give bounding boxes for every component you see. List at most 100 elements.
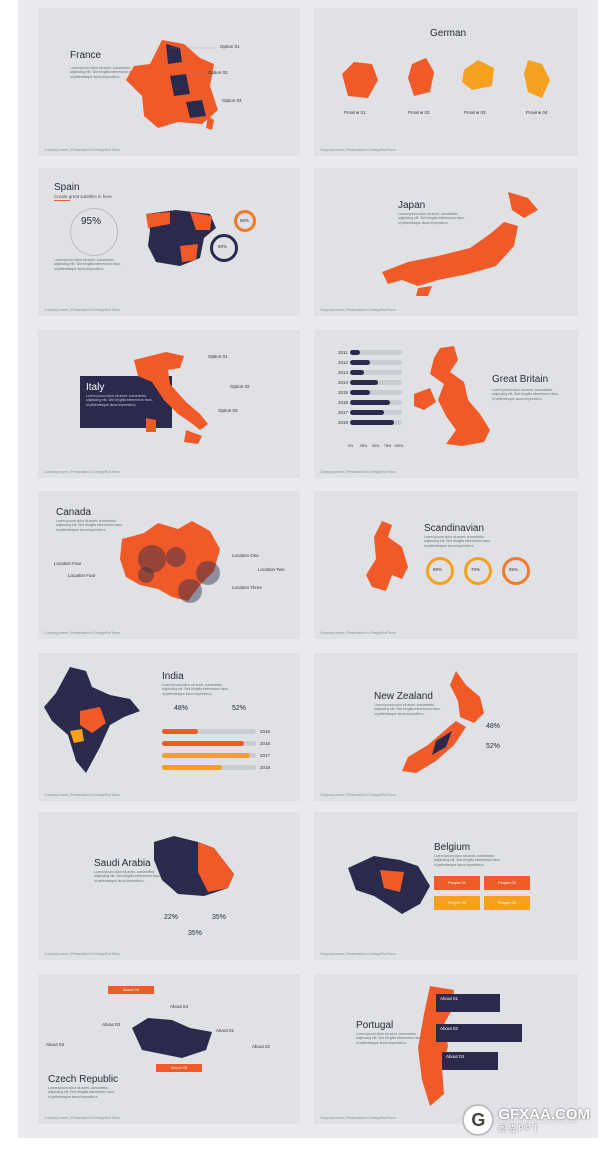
slide-title: Japan <box>398 200 426 211</box>
slide-belgium[interactable]: Belgium Lorem ipsum dolor sit amet, cons… <box>314 812 578 960</box>
slide-title: Great Britain <box>492 374 549 385</box>
slide-footer: Company name | Presentation to DesignRun… <box>320 148 396 152</box>
watermark-site: GFXAA.COM <box>498 1106 590 1123</box>
portugal-map <box>418 986 454 1106</box>
bar-track <box>350 360 402 365</box>
watermark: G GFXAA.COM 图克PPT <box>462 1104 590 1136</box>
slide-footer: Company name | Presentation to DesignRun… <box>320 308 396 312</box>
slide-footer: Company name | Presentation to DesignRun… <box>320 952 396 956</box>
location-label: Location One <box>232 553 259 558</box>
subtitle-underline <box>54 200 70 201</box>
progress-ring-50 <box>234 210 256 232</box>
slide-title: Canada <box>56 507 92 518</box>
slide-japan[interactable]: Japan Lorem ipsum dolor sit amet, consec… <box>314 168 578 316</box>
bar-fill <box>162 729 198 734</box>
bar-fill <box>350 370 364 375</box>
option-label: Option 02 <box>230 384 250 389</box>
slide-body-text: Lorem ipsum dolor sit amet, consectetur … <box>70 66 137 79</box>
year-label: 2015 <box>338 390 349 395</box>
province-label: Provine 03 <box>464 110 486 115</box>
axis-label: 0% <box>348 444 354 448</box>
pct-circle <box>70 208 118 256</box>
india-map <box>44 667 140 773</box>
bar-fill <box>350 410 384 415</box>
option-label: Option 01 <box>220 44 240 49</box>
bar-track <box>350 390 402 395</box>
slide-title: Portugal <box>356 1020 394 1031</box>
pct-label: 35% <box>212 914 227 921</box>
year-label: 2012 <box>338 360 349 365</box>
german-provinces <box>342 58 550 98</box>
france-connector-lines <box>170 47 216 101</box>
option-label: Option 03 <box>222 98 242 103</box>
pct-label: 22% <box>164 914 179 921</box>
slide-italy[interactable]: Italy Lorem ipsum dolor sit amet, consec… <box>38 330 300 478</box>
bar-fill <box>162 741 244 746</box>
france-map <box>126 40 218 130</box>
slide-body-text: Lorem ipsum dolor sit amet, consectetur … <box>48 1086 115 1099</box>
saudi-arabia-map <box>154 836 234 896</box>
axis-label: 25% <box>360 444 368 448</box>
bar-track <box>350 350 402 355</box>
new-zealand-map <box>402 671 484 773</box>
pct-main: 95% <box>81 216 102 227</box>
people-box: People 03 <box>434 896 480 910</box>
year-label: 2017 <box>260 753 271 758</box>
location-label: Location Four <box>68 573 96 578</box>
slide-portugal[interactable]: Portugal Lorem ipsum dolor sit amet, con… <box>314 974 578 1124</box>
slide-title: Saudi Arabia <box>94 858 151 869</box>
slide-czech-republic[interactable]: About 04 About 04 About 03 About 01 Abou… <box>38 974 300 1124</box>
slide-scandinavian[interactable]: Scandinavian Lorem ipsum dolor sit amet,… <box>314 491 578 639</box>
slide-spain[interactable]: Spain Create great subtitles in here 95%… <box>38 168 300 316</box>
slide-subtitle: Create great subtitles in here <box>54 194 112 199</box>
slide-body-text: Lorem ipsum dolor sit amet, consectetur … <box>54 258 121 271</box>
bar-fill <box>350 360 370 365</box>
slide-india[interactable]: India Lorem ipsum dolor sit amet, consec… <box>38 653 300 801</box>
slide-body-text: Lorem ipsum dolor sit amet, consectetur … <box>492 388 559 401</box>
slide-france[interactable]: France Lorem ipsum dolor sit amet, conse… <box>38 8 300 156</box>
year-label: 2016 <box>260 741 271 746</box>
bar-track <box>350 420 402 425</box>
pct-a: 50% <box>240 218 250 223</box>
province-label: Provine 04 <box>526 110 548 115</box>
pct-b: 52% <box>486 743 501 750</box>
slide-saudi-arabia[interactable]: Saudi Arabia Lorem ipsum dolor sit amet,… <box>38 812 300 960</box>
slide-title: Czech Republic <box>48 1074 119 1085</box>
axis-label: 50% <box>372 444 380 448</box>
japan-map <box>382 192 538 296</box>
bar-track <box>350 380 402 385</box>
location-label: Location Three <box>232 585 262 590</box>
province-label: Provine 01 <box>344 110 366 115</box>
slide-great-britain[interactable]: 2011 2012 2013 2014 2015 2016 2017 2018 … <box>314 330 578 478</box>
about-tag: About 04 <box>108 986 154 994</box>
year-label: 2016 <box>338 400 349 405</box>
slide-footer: Company name | Presentation to DesignRun… <box>44 631 120 635</box>
people-box: People 02 <box>484 876 530 890</box>
bar-track <box>162 741 256 746</box>
slide-canada[interactable]: Canada Lorem ipsum dolor sit amet, conse… <box>38 491 300 639</box>
ring-pct: 80% <box>433 567 443 572</box>
about-label: About 01 <box>440 996 459 1001</box>
scandinavia-map <box>366 521 408 591</box>
bar-fill <box>350 350 360 355</box>
bar-track <box>350 400 402 405</box>
slide-title: India <box>162 671 184 682</box>
about-panel <box>436 994 500 1012</box>
about-label: About 03 <box>102 1022 121 1027</box>
slide-body-text: Lorem ipsum dolor sit amet, consectetur … <box>356 1032 423 1045</box>
slide-footer: Company name | Presentation to DesignRun… <box>44 952 120 956</box>
slide-body-text: Lorem ipsum dolor sit amet, consectetur … <box>94 870 161 883</box>
pct-a: 48% <box>174 705 189 712</box>
bar-track <box>162 753 256 758</box>
slide-german[interactable]: German Provine 01 Provine 02 Provine 03 … <box>314 8 578 156</box>
about-panel <box>436 1024 522 1042</box>
province-label: Provine 02 <box>408 110 430 115</box>
about-label: About 04 <box>170 1004 189 1009</box>
slide-new-zealand[interactable]: New Zealand Lorem ipsum dolor sit amet, … <box>314 653 578 801</box>
canada-map <box>120 521 220 603</box>
people-box: People 01 <box>434 876 480 890</box>
slide-title: Belgium <box>434 842 471 853</box>
about-tag: About 05 <box>156 1064 202 1072</box>
slide-footer: Company name | Presentation to DesignRun… <box>320 1116 396 1120</box>
pct-b: 52% <box>232 705 247 712</box>
